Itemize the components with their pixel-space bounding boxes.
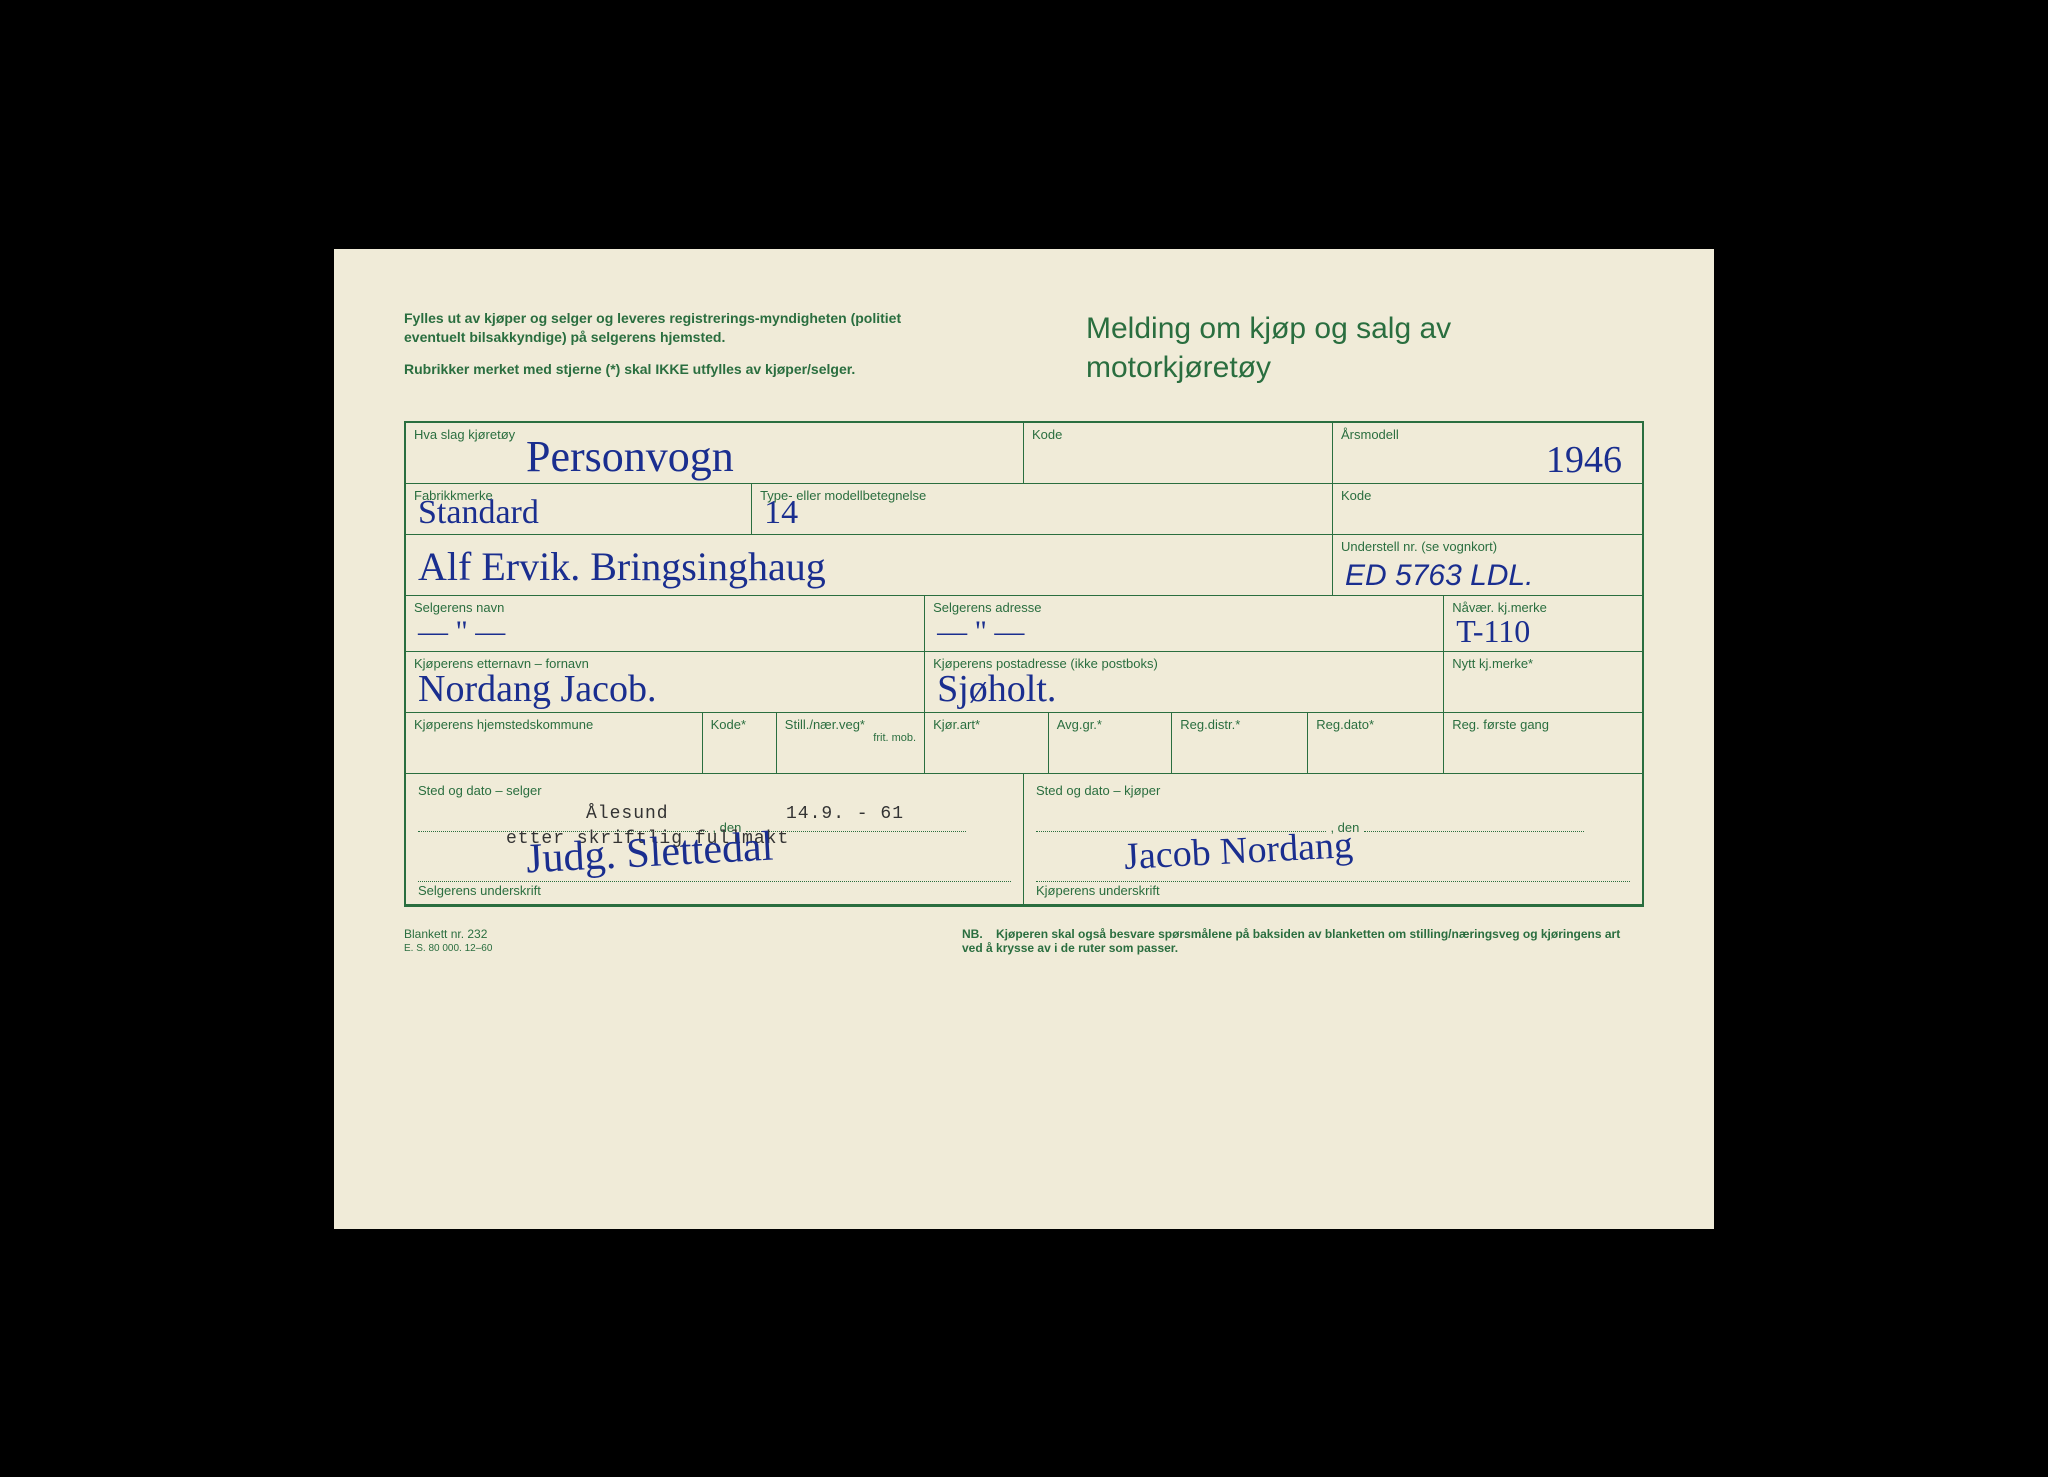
- instruction-text-2: Rubrikker merket med stjerne (*) skal IK…: [404, 360, 962, 380]
- label-municipality: Kjøperens hjemstedskommune: [414, 717, 694, 732]
- cell-make: Fabrikkmerke Standard: [406, 484, 752, 534]
- print-code: E. S. 80 000. 12–60: [404, 943, 776, 954]
- label-seller-addr: Selgerens adresse: [933, 600, 1435, 615]
- form-header: Fylles ut av kjøper og selger og leveres…: [404, 309, 1644, 392]
- footer-right: NB. Kjøperen skal også besvare spørsmåle…: [962, 927, 1644, 955]
- cell-owner: Alf Ervik. Bringsinghaug: [406, 535, 1333, 595]
- cell-seller-addr: Selgerens adresse — " —: [925, 596, 1444, 651]
- instruction-text-1: Fylles ut av kjøper og selger og leveres…: [404, 309, 962, 348]
- typed-place: Ålesund: [586, 804, 669, 824]
- value-year: 1946: [1546, 441, 1622, 479]
- cell-buyer-addr: Kjøperens postadresse (ikke postboks) Sj…: [925, 652, 1444, 712]
- value-chassis: ED 5763 LDL.: [1345, 561, 1533, 591]
- row-owner-chassis: Alf Ervik. Bringsinghaug Understell nr. …: [406, 535, 1642, 596]
- registration-form: Fylles ut av kjøper og selger og leveres…: [334, 249, 1714, 1229]
- cell-kode-3: Kode*: [703, 713, 777, 773]
- cell-seller-name: Selgerens navn — " —: [406, 596, 925, 651]
- label-kode-1: Kode: [1032, 427, 1324, 442]
- label-reg-first: Reg. første gang: [1452, 717, 1634, 732]
- cell-kode-2: Kode: [1333, 484, 1642, 534]
- cell-seller-signature: Sted og dato – selger , den Ålesund 14.9…: [406, 774, 1024, 904]
- label-buyer-place: Sted og dato – kjøper: [1036, 783, 1160, 798]
- cell-reg-dato: Reg.dato*: [1308, 713, 1444, 773]
- cell-reg-first: Reg. første gang: [1444, 713, 1642, 773]
- value-make: Standard: [418, 496, 539, 530]
- row-buyer: Kjøperens etternavn – fornavn Nordang Ja…: [406, 652, 1642, 713]
- cell-vehicle-type: Hva slag kjøretøy Personvogn: [406, 423, 1024, 483]
- cell-reg-distr: Reg.distr.*: [1172, 713, 1308, 773]
- row-vehicle-type: Hva slag kjøretøy Personvogn Kode Årsmod…: [406, 423, 1642, 484]
- cell-model: Type- eller modellbetegnelse 14: [752, 484, 1333, 534]
- value-vehicle-type: Personvogn: [526, 435, 734, 479]
- form-footer: Blankett nr. 232 E. S. 80 000. 12–60 NB.…: [404, 927, 1644, 955]
- value-seller-name: — " —: [418, 617, 505, 647]
- header-instructions: Fylles ut av kjøper og selger og leveres…: [404, 309, 962, 392]
- nb-text: Kjøperen skal også besvare spørsmålene p…: [962, 927, 1620, 955]
- label-buyer-sig: Kjøperens underskrift: [1036, 883, 1160, 898]
- footer-left: Blankett nr. 232 E. S. 80 000. 12–60: [404, 927, 776, 955]
- nb-label: NB.: [962, 927, 983, 941]
- label-seller-place: Sted og dato – selger: [418, 783, 542, 798]
- label-kjor-art: Kjør.art*: [933, 717, 1040, 732]
- label-reg-dato: Reg.dato*: [1316, 717, 1435, 732]
- cell-current-plate: Nåvær. kj.merke T-110: [1444, 596, 1642, 651]
- value-current-plate: T-110: [1456, 615, 1530, 647]
- cell-avg-gr: Avg.gr.*: [1049, 713, 1173, 773]
- cell-kjor-art: Kjør.art*: [925, 713, 1049, 773]
- cell-buyer-name: Kjøperens etternavn – fornavn Nordang Ja…: [406, 652, 925, 712]
- label-still: Still./nær.veg*: [785, 717, 916, 732]
- label-still-sub: frit. mob.: [785, 732, 916, 744]
- cell-still: Still./nær.veg* frit. mob.: [777, 713, 925, 773]
- row-seller: Selgerens navn — " — Selgerens adresse —…: [406, 596, 1642, 652]
- row-signatures: Sted og dato – selger , den Ålesund 14.9…: [406, 774, 1642, 905]
- label-model: Type- eller modellbetegnelse: [760, 488, 1324, 503]
- label-kode-3: Kode*: [711, 717, 768, 732]
- row-codes: Kjøperens hjemstedskommune Kode* Still./…: [406, 713, 1642, 774]
- cell-kode-1: Kode: [1024, 423, 1333, 483]
- label-new-plate: Nytt kj.merke*: [1452, 656, 1634, 671]
- row-make-model: Fabrikkmerke Standard Type- eller modell…: [406, 484, 1642, 535]
- form-body: Hva slag kjøretøy Personvogn Kode Årsmod…: [404, 421, 1644, 907]
- label-kode-2: Kode: [1341, 488, 1634, 503]
- cell-new-plate: Nytt kj.merke*: [1444, 652, 1642, 712]
- form-number: Blankett nr. 232: [404, 927, 776, 941]
- cell-buyer-signature: Sted og dato – kjøper , den Jacob Nordan…: [1024, 774, 1642, 904]
- cell-year: Årsmodell 1946: [1333, 423, 1642, 483]
- label-seller-sig: Selgerens underskrift: [418, 883, 541, 898]
- label-avg-gr: Avg.gr.*: [1057, 717, 1164, 732]
- label-chassis: Understell nr. (se vognkort): [1341, 539, 1634, 554]
- value-seller-addr: — " —: [937, 617, 1024, 647]
- value-model: 14: [764, 496, 798, 530]
- label-reg-distr: Reg.distr.*: [1180, 717, 1299, 732]
- value-owner: Alf Ervik. Bringsinghaug: [418, 547, 826, 587]
- cell-municipality: Kjøperens hjemstedskommune: [406, 713, 703, 773]
- form-title: Melding om kjøp og salg av motorkjøretøy: [1086, 309, 1644, 392]
- typed-date: 14.9. - 61: [786, 804, 904, 824]
- label-seller-name: Selgerens navn: [414, 600, 916, 615]
- cell-chassis: Understell nr. (se vognkort) ED 5763 LDL…: [1333, 535, 1642, 595]
- value-buyer-addr: Sjøholt.: [937, 670, 1056, 708]
- value-buyer-name: Nordang Jacob.: [418, 670, 656, 708]
